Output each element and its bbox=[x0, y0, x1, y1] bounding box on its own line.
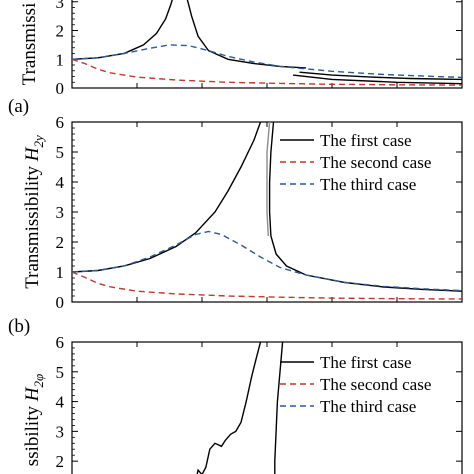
legend: The first case The second case The third c… bbox=[280, 131, 431, 194]
y-axis-label-subscript: 2y bbox=[31, 135, 46, 148]
y-axis-label-subscript: 2φ bbox=[31, 374, 46, 388]
panel-label: (b) bbox=[8, 316, 30, 337]
y-ticks: 0 1 2 3 bbox=[56, 0, 462, 98]
the-third-case-line bbox=[72, 230, 462, 292]
y-axis-label-symbol: H bbox=[22, 386, 43, 402]
series-0-line-branch bbox=[292, 74, 462, 85]
the-second-case-line bbox=[72, 271, 462, 300]
y-axis-label: Transmissi bbox=[19, 3, 40, 86]
y-tick-label: 3 bbox=[56, 0, 65, 12]
legend: The first case The second case The third c… bbox=[280, 353, 431, 416]
panel-a: 0 1 2 3 Transmissi (a) bbox=[8, 0, 463, 117]
legend-label: The second case bbox=[320, 153, 431, 172]
series-0-line bbox=[72, 0, 173, 60]
series-2-line bbox=[72, 44, 462, 79]
y-axis-label: ssibility H2φ bbox=[22, 374, 46, 466]
y-ticks: 2 3 4 5 6 bbox=[56, 333, 462, 471]
y-axis-label-symbol: H bbox=[22, 146, 43, 162]
y-tick-label: 2 bbox=[56, 22, 65, 41]
curves bbox=[72, 122, 462, 300]
y-axis-label-text: ssibility bbox=[22, 401, 43, 466]
series-1-line bbox=[72, 58, 462, 86]
y-tick-label: 1 bbox=[56, 263, 65, 282]
y-tick-label: 6 bbox=[56, 333, 65, 352]
y-tick-label: 4 bbox=[56, 173, 65, 192]
y-axis-label: Transmissibility H2y bbox=[22, 135, 46, 289]
y-tick-label: 5 bbox=[56, 143, 65, 162]
y-tick-label: 0 bbox=[56, 293, 65, 312]
y-tick-label: 2 bbox=[56, 452, 65, 471]
legend-label: The first case bbox=[320, 353, 412, 372]
legend-label: The third case bbox=[320, 175, 416, 194]
legend-label: The first case bbox=[320, 131, 412, 150]
y-tick-label: 5 bbox=[56, 363, 65, 382]
panel-c: 2 3 4 5 6 The first case The second case The t… bbox=[22, 333, 463, 474]
the-first-case-line-branch bbox=[268, 122, 462, 292]
y-tick-label: 0 bbox=[56, 79, 65, 98]
legend-label: The second case bbox=[320, 375, 431, 394]
the-first-case-line bbox=[72, 122, 262, 273]
y-tick-label: 2 bbox=[56, 233, 65, 252]
y-tick-label: 3 bbox=[56, 203, 65, 222]
curves bbox=[72, 0, 462, 86]
y-tick-label: 3 bbox=[56, 422, 65, 441]
y-axis-label-text: Transmissibility bbox=[22, 161, 43, 289]
y-tick-label: 6 bbox=[56, 113, 65, 132]
series-0-line-branch bbox=[186, 0, 307, 69]
panel-label: (a) bbox=[8, 96, 29, 117]
the-first-case-line-unstable-branch bbox=[266, 122, 271, 237]
curves bbox=[196, 342, 284, 474]
y-tick-label: 1 bbox=[56, 50, 65, 69]
y-tick-label: 4 bbox=[56, 393, 65, 412]
y-ticks: 0 1 2 3 4 5 6 bbox=[56, 113, 462, 312]
series-0-line-branch bbox=[299, 71, 462, 81]
the-first-case-line-branch bbox=[274, 342, 284, 474]
legend-label: The third case bbox=[320, 397, 416, 416]
y-axis-label-text: Transmissi bbox=[19, 3, 40, 86]
the-first-case-line bbox=[196, 342, 262, 474]
